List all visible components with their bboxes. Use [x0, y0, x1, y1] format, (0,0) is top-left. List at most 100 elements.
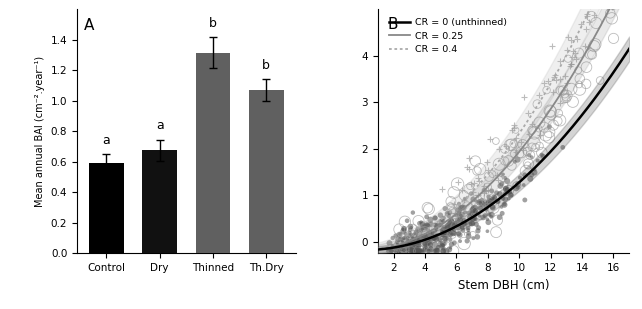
Point — [488, 205, 498, 210]
Point — [413, 248, 424, 253]
Point — [383, 248, 394, 253]
Point — [413, 236, 424, 241]
Point — [431, 234, 442, 239]
Point — [555, 118, 565, 123]
Point — [468, 208, 478, 213]
Point — [392, 241, 403, 246]
Point — [568, 99, 578, 104]
Point — [474, 200, 484, 205]
Point — [480, 190, 490, 195]
Point — [492, 199, 503, 204]
Point — [398, 247, 408, 252]
Point — [399, 236, 410, 241]
Point — [450, 231, 460, 236]
Point — [416, 248, 426, 253]
Legend: CR = 0 (unthinned), CR = 0.25, CR = 0.4: CR = 0 (unthinned), CR = 0.25, CR = 0.4 — [388, 16, 509, 56]
Point — [515, 151, 525, 156]
Point — [405, 224, 415, 229]
Point — [503, 196, 514, 201]
Point — [406, 239, 417, 244]
Point — [487, 197, 497, 202]
Point — [399, 248, 409, 253]
Point — [425, 242, 435, 247]
Point — [488, 205, 498, 210]
Point — [408, 248, 418, 253]
Point — [482, 198, 492, 203]
Point — [386, 248, 397, 253]
Point — [442, 223, 453, 228]
Point — [487, 212, 497, 217]
Point — [437, 241, 447, 246]
Point — [586, 14, 596, 19]
Point — [412, 239, 422, 243]
Point — [407, 244, 417, 249]
Point — [450, 223, 460, 228]
Point — [444, 211, 454, 216]
Point — [473, 225, 483, 230]
Point — [532, 158, 542, 163]
Point — [415, 248, 425, 253]
Point — [464, 186, 474, 191]
Point — [609, 36, 619, 41]
Point — [400, 248, 410, 253]
Point — [605, 11, 616, 16]
Point — [493, 177, 503, 182]
Point — [519, 172, 530, 177]
Point — [527, 122, 537, 127]
Point — [537, 152, 547, 157]
Point — [408, 225, 419, 230]
Point — [449, 222, 459, 227]
Point — [424, 241, 435, 246]
Point — [422, 243, 433, 248]
Point — [468, 236, 478, 241]
Point — [426, 222, 436, 227]
Point — [396, 237, 406, 242]
Point — [394, 248, 404, 253]
Point — [521, 169, 531, 174]
Point — [562, 34, 573, 39]
Point — [471, 210, 482, 214]
Point — [423, 248, 433, 253]
Point — [438, 243, 448, 248]
Point — [455, 232, 465, 237]
Point — [436, 223, 446, 228]
Point — [476, 206, 486, 211]
Point — [422, 233, 433, 238]
Point — [405, 240, 415, 245]
Point — [412, 248, 422, 253]
Point — [477, 198, 487, 203]
Point — [505, 193, 516, 197]
Point — [416, 228, 426, 233]
Point — [433, 245, 444, 250]
Point — [496, 174, 507, 179]
Point — [470, 205, 480, 210]
Point — [395, 247, 405, 252]
Point — [412, 227, 422, 232]
Point — [404, 237, 414, 242]
Point — [519, 183, 529, 188]
Point — [400, 248, 410, 253]
Point — [490, 138, 501, 143]
Point — [430, 215, 440, 220]
Point — [462, 164, 473, 169]
Point — [422, 224, 433, 229]
Point — [464, 234, 474, 239]
Point — [476, 212, 486, 217]
Point — [404, 247, 415, 252]
Point — [403, 240, 413, 245]
Point — [511, 186, 521, 191]
Point — [460, 210, 471, 215]
Point — [425, 231, 435, 235]
Point — [491, 230, 501, 235]
Point — [394, 248, 404, 253]
Point — [544, 129, 555, 134]
Point — [469, 181, 479, 186]
Point — [479, 184, 489, 188]
Point — [426, 237, 437, 242]
Point — [473, 235, 483, 239]
Point — [532, 102, 542, 107]
Point — [500, 186, 510, 191]
Point — [453, 225, 464, 230]
Point — [408, 238, 418, 243]
Point — [571, 56, 581, 61]
